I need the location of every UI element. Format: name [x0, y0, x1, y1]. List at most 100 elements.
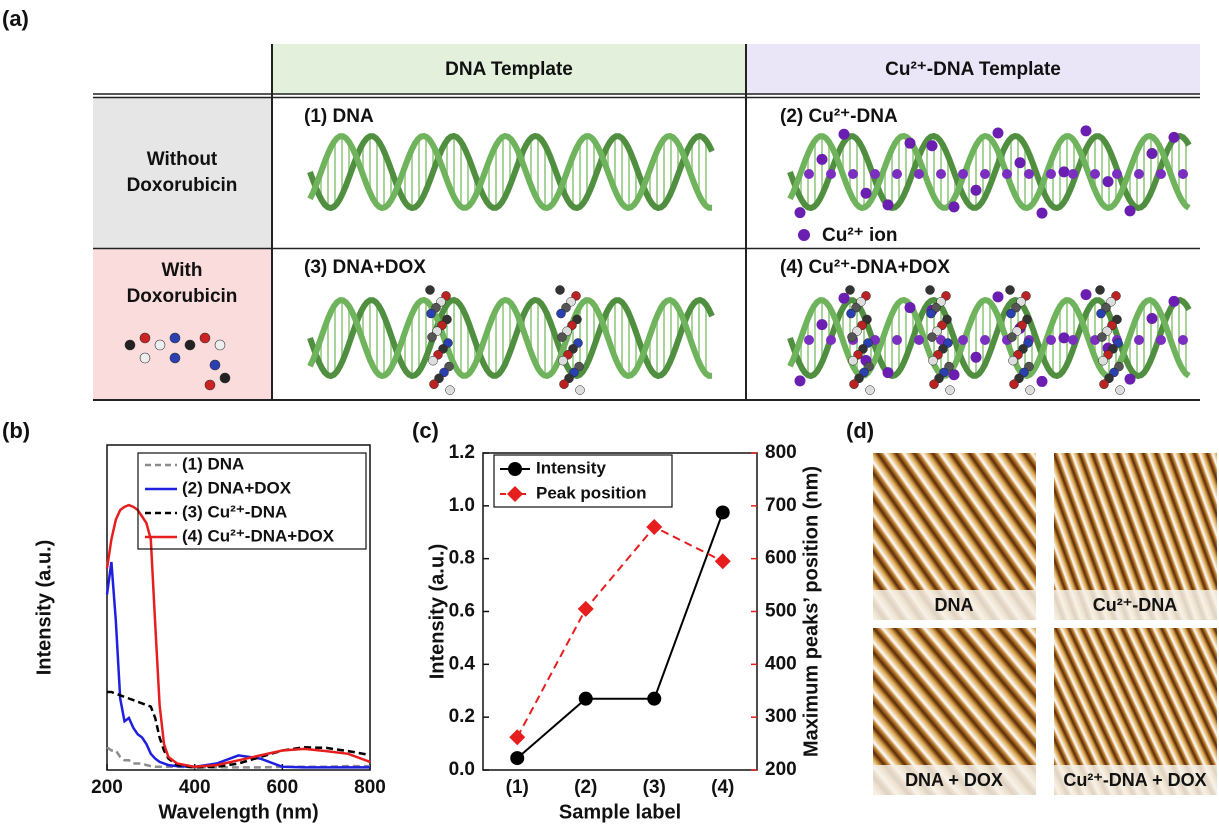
cu-ion: [1124, 373, 1136, 385]
cu-ion: [904, 302, 916, 314]
cell-label: (4) Cu²⁺-DNA+DOX: [780, 257, 950, 278]
dox-atom: [1025, 385, 1035, 395]
dox-atom: [139, 352, 151, 364]
dox-atom: [169, 352, 181, 364]
cu-ion: [1178, 335, 1188, 345]
cu-ion: [1102, 176, 1114, 188]
cu-ion: [1080, 289, 1092, 301]
spectrum-line: [105, 561, 370, 769]
dox-atom: [849, 379, 859, 389]
dox-atom: [575, 385, 585, 395]
legend-label: Intensity: [536, 458, 606, 477]
dox-atom: [929, 379, 939, 389]
cu-ion: [1080, 125, 1092, 137]
dox-atom: [1005, 285, 1015, 295]
y2-tick-label: 700: [765, 495, 797, 516]
legend-label: (4) Cu²⁺-DNA+DOX: [182, 526, 335, 545]
dox-atom: [1115, 385, 1125, 395]
dox-atom: [219, 372, 231, 384]
cu-ion: [1058, 166, 1070, 178]
cell-label: (1) DNA: [304, 106, 374, 127]
dox-atom: [139, 332, 151, 344]
cu-ion: [980, 169, 990, 179]
panel-label: (d): [846, 418, 874, 443]
dox-atom: [845, 285, 855, 295]
dox-atom: [209, 359, 221, 371]
cu-ion: [1024, 169, 1034, 179]
panel-label: (a): [2, 6, 29, 31]
dox-atom: [559, 379, 569, 389]
cu-ion: [1036, 207, 1048, 219]
spectrum-line: [107, 690, 371, 769]
dox-atom: [847, 332, 857, 342]
y2-tick-label: 300: [765, 706, 797, 727]
dox-atom: [445, 385, 455, 395]
y-tick-label: 1.2: [449, 442, 475, 463]
cu-ion: [838, 292, 850, 304]
dox-atom: [558, 355, 568, 366]
marker: [646, 518, 663, 535]
cu-ion: [948, 201, 960, 213]
dox-atom: [1006, 308, 1016, 319]
legend-box: [493, 454, 673, 508]
y2-tick-label: 400: [765, 653, 797, 674]
cu-ion: [860, 187, 872, 199]
cu-ion: [1002, 169, 1012, 179]
row-header: Doxorubicin: [127, 175, 238, 196]
row-header: Doxorubicin: [127, 286, 238, 307]
cu-ion: [1036, 375, 1048, 387]
cu-ion: [1168, 295, 1180, 307]
y2-tick-label: 200: [765, 759, 797, 780]
image-caption: DNA + DOX: [905, 770, 1003, 790]
dox-atom: [425, 285, 435, 295]
cell-label: (3) DNA+DOX: [304, 257, 426, 278]
y-axis-label: Intensity (a.u.): [33, 540, 55, 676]
cu-ion: [826, 169, 836, 179]
marker: [577, 600, 594, 617]
dox-atom: [429, 379, 439, 389]
y-axis-label: Intensity (a.u.): [426, 544, 448, 680]
series-line: [516, 525, 724, 738]
dox-atom: [1009, 379, 1019, 389]
x-axis-label: Sample label: [559, 801, 681, 823]
cu-ion: [1168, 131, 1180, 143]
dox-atom: [214, 339, 226, 351]
marker: [715, 505, 730, 520]
cu-ion: [1146, 147, 1158, 159]
dox-atom: [428, 355, 438, 366]
plot-frame: [106, 444, 371, 771]
helix: [787, 285, 1192, 395]
dox-atom: [204, 379, 216, 391]
cu-ion: [804, 335, 814, 345]
x-tick-label: 600: [266, 777, 298, 798]
dox-atom: [556, 308, 566, 319]
cu-ion: [1112, 169, 1122, 179]
cu-ion: [914, 169, 924, 179]
y2-tick-label: 500: [765, 601, 797, 622]
dox-atom: [427, 332, 437, 342]
cell-label: (2) Cu²⁺-DNA: [780, 106, 898, 127]
x-tick-label: 200: [91, 777, 123, 798]
cu-ion: [992, 127, 1004, 139]
dox-atom: [928, 355, 938, 366]
cu-ion: [1046, 335, 1056, 345]
legend-label: (1) DNA: [182, 454, 244, 473]
dox-atom: [846, 308, 856, 319]
row-bg: [93, 249, 272, 400]
cu-ion: [816, 153, 828, 165]
legend-box: [137, 452, 367, 550]
series-line: [516, 512, 724, 759]
marker: [714, 553, 731, 570]
x-tick-label: 800: [354, 777, 386, 798]
legend-label: Peak position: [536, 483, 647, 502]
legend-label: (3) Cu²⁺-DNA: [182, 502, 287, 521]
cu-ion: [848, 169, 858, 179]
cu-ion: [948, 369, 960, 381]
cu-ion: [892, 335, 902, 345]
cu-ion: [804, 169, 814, 179]
spectrum-line: [105, 503, 371, 769]
cu-ion: [794, 207, 806, 219]
cu-ion: [1046, 169, 1056, 179]
cu-ion: [892, 169, 902, 179]
